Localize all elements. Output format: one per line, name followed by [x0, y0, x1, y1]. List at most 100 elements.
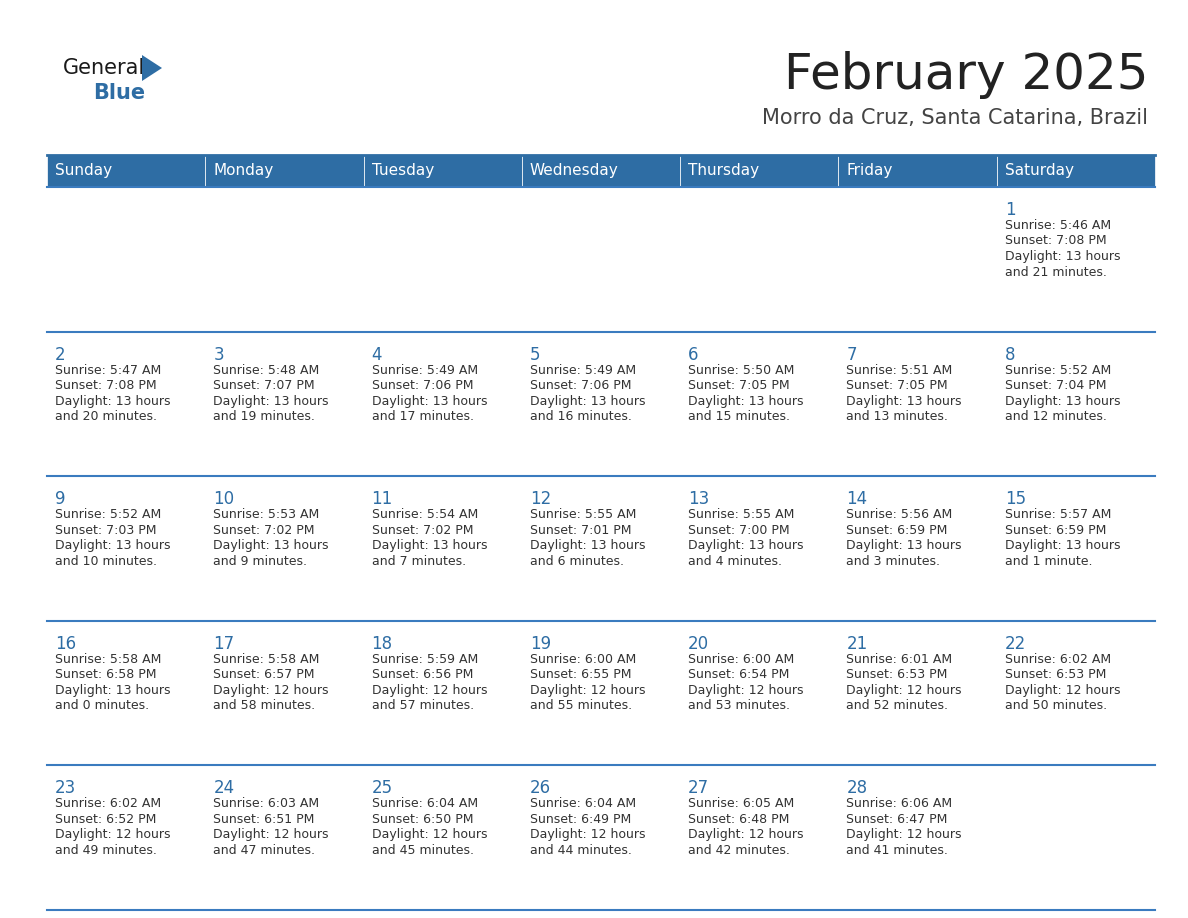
Text: Sunrise: 6:00 AM: Sunrise: 6:00 AM — [688, 653, 795, 666]
Bar — [997, 621, 1155, 766]
Text: and 47 minutes.: and 47 minutes. — [214, 844, 315, 856]
Text: Daylight: 13 hours: Daylight: 13 hours — [55, 395, 171, 408]
Text: Sunset: 6:56 PM: Sunset: 6:56 PM — [372, 668, 473, 681]
Text: 17: 17 — [214, 635, 234, 653]
Text: Daylight: 13 hours: Daylight: 13 hours — [846, 395, 962, 408]
Text: 6: 6 — [688, 345, 699, 364]
Bar — [681, 187, 839, 331]
Text: Sunrise: 6:01 AM: Sunrise: 6:01 AM — [846, 653, 953, 666]
Text: Sunrise: 5:49 AM: Sunrise: 5:49 AM — [372, 364, 478, 376]
Text: Sunset: 7:03 PM: Sunset: 7:03 PM — [55, 523, 157, 537]
Text: Sunrise: 5:53 AM: Sunrise: 5:53 AM — [214, 509, 320, 521]
Text: and 42 minutes.: and 42 minutes. — [688, 844, 790, 856]
Bar — [522, 331, 681, 476]
Text: Sunrise: 5:49 AM: Sunrise: 5:49 AM — [530, 364, 636, 376]
Text: Sunset: 7:00 PM: Sunset: 7:00 PM — [688, 523, 790, 537]
Text: Daylight: 12 hours: Daylight: 12 hours — [372, 828, 487, 842]
Text: Sunrise: 5:47 AM: Sunrise: 5:47 AM — [55, 364, 162, 376]
Text: 7: 7 — [846, 345, 857, 364]
Text: Sunset: 6:55 PM: Sunset: 6:55 PM — [530, 668, 631, 681]
Text: Sunset: 6:50 PM: Sunset: 6:50 PM — [372, 813, 473, 826]
Bar — [364, 187, 522, 331]
Text: Daylight: 13 hours: Daylight: 13 hours — [530, 539, 645, 553]
Bar — [839, 476, 997, 621]
Text: Daylight: 12 hours: Daylight: 12 hours — [372, 684, 487, 697]
Text: and 45 minutes.: and 45 minutes. — [372, 844, 474, 856]
Text: Sunrise: 6:00 AM: Sunrise: 6:00 AM — [530, 653, 636, 666]
Bar — [48, 621, 206, 766]
Bar — [839, 331, 997, 476]
Text: and 17 minutes.: and 17 minutes. — [372, 410, 474, 423]
Bar — [522, 621, 681, 766]
Text: Daylight: 12 hours: Daylight: 12 hours — [530, 684, 645, 697]
Text: Sunset: 6:53 PM: Sunset: 6:53 PM — [1005, 668, 1106, 681]
Text: Sunrise: 5:59 AM: Sunrise: 5:59 AM — [372, 653, 478, 666]
Text: Blue: Blue — [93, 83, 145, 103]
Text: Sunset: 6:48 PM: Sunset: 6:48 PM — [688, 813, 790, 826]
Text: Sunset: 7:05 PM: Sunset: 7:05 PM — [846, 379, 948, 392]
Bar — [48, 766, 206, 910]
Bar — [206, 155, 364, 187]
Bar — [206, 331, 364, 476]
Text: Sunrise: 5:55 AM: Sunrise: 5:55 AM — [688, 509, 795, 521]
Text: Sunrise: 5:52 AM: Sunrise: 5:52 AM — [1005, 364, 1111, 376]
Text: and 1 minute.: and 1 minute. — [1005, 554, 1092, 567]
Text: 21: 21 — [846, 635, 867, 653]
Text: Sunset: 6:59 PM: Sunset: 6:59 PM — [1005, 523, 1106, 537]
Text: 15: 15 — [1005, 490, 1026, 509]
Bar — [48, 331, 206, 476]
Text: Sunset: 7:02 PM: Sunset: 7:02 PM — [214, 523, 315, 537]
Bar — [206, 621, 364, 766]
Bar — [681, 331, 839, 476]
Text: Daylight: 13 hours: Daylight: 13 hours — [372, 539, 487, 553]
Text: Sunrise: 5:58 AM: Sunrise: 5:58 AM — [55, 653, 162, 666]
Text: and 41 minutes.: and 41 minutes. — [846, 844, 948, 856]
Text: Daylight: 12 hours: Daylight: 12 hours — [530, 828, 645, 842]
Text: 9: 9 — [55, 490, 65, 509]
Bar — [48, 155, 206, 187]
Text: and 6 minutes.: and 6 minutes. — [530, 554, 624, 567]
Text: 10: 10 — [214, 490, 234, 509]
Text: General: General — [63, 58, 145, 78]
Bar — [364, 155, 522, 187]
Text: 3: 3 — [214, 345, 223, 364]
Text: 27: 27 — [688, 779, 709, 798]
Text: Daylight: 12 hours: Daylight: 12 hours — [846, 684, 962, 697]
Text: Thursday: Thursday — [688, 163, 759, 178]
Text: Daylight: 13 hours: Daylight: 13 hours — [846, 539, 962, 553]
Bar — [681, 766, 839, 910]
Text: Daylight: 13 hours: Daylight: 13 hours — [372, 395, 487, 408]
Text: 26: 26 — [530, 779, 551, 798]
Polygon shape — [143, 55, 162, 81]
Text: Sunrise: 5:56 AM: Sunrise: 5:56 AM — [846, 509, 953, 521]
Text: Sunrise: 6:02 AM: Sunrise: 6:02 AM — [1005, 653, 1111, 666]
Text: Wednesday: Wednesday — [530, 163, 619, 178]
Text: 20: 20 — [688, 635, 709, 653]
Text: Sunset: 7:06 PM: Sunset: 7:06 PM — [530, 379, 631, 392]
Text: 19: 19 — [530, 635, 551, 653]
Text: 8: 8 — [1005, 345, 1016, 364]
Text: Daylight: 12 hours: Daylight: 12 hours — [214, 684, 329, 697]
Text: and 57 minutes.: and 57 minutes. — [372, 700, 474, 712]
Text: Daylight: 12 hours: Daylight: 12 hours — [688, 684, 803, 697]
Text: and 49 minutes.: and 49 minutes. — [55, 844, 157, 856]
Text: Daylight: 13 hours: Daylight: 13 hours — [688, 539, 803, 553]
Bar — [997, 155, 1155, 187]
Text: and 7 minutes.: and 7 minutes. — [372, 554, 466, 567]
Bar — [997, 331, 1155, 476]
Text: Sunrise: 6:05 AM: Sunrise: 6:05 AM — [688, 798, 795, 811]
Text: Sunrise: 6:04 AM: Sunrise: 6:04 AM — [372, 798, 478, 811]
Text: Sunset: 6:49 PM: Sunset: 6:49 PM — [530, 813, 631, 826]
Text: 12: 12 — [530, 490, 551, 509]
Text: Sunrise: 5:55 AM: Sunrise: 5:55 AM — [530, 509, 637, 521]
Text: Sunset: 7:07 PM: Sunset: 7:07 PM — [214, 379, 315, 392]
Bar — [364, 331, 522, 476]
Text: Morro da Cruz, Santa Catarina, Brazil: Morro da Cruz, Santa Catarina, Brazil — [762, 108, 1148, 128]
Text: 22: 22 — [1005, 635, 1026, 653]
Text: Saturday: Saturday — [1005, 163, 1074, 178]
Text: Sunrise: 6:06 AM: Sunrise: 6:06 AM — [846, 798, 953, 811]
Text: and 44 minutes.: and 44 minutes. — [530, 844, 632, 856]
Text: 13: 13 — [688, 490, 709, 509]
Text: 25: 25 — [372, 779, 393, 798]
Text: and 21 minutes.: and 21 minutes. — [1005, 265, 1106, 278]
